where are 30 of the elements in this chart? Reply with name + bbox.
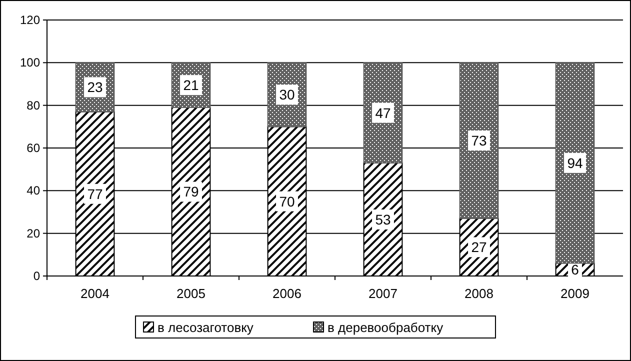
- y-tick-label: 80: [26, 98, 40, 112]
- y-tick-label: 0: [33, 269, 40, 283]
- data-label: 21: [183, 77, 199, 94]
- data-label: 79: [183, 184, 199, 200]
- data-label: 30: [279, 86, 295, 103]
- y-tick-label: 40: [26, 184, 40, 198]
- bar: [363, 62, 403, 164]
- y-tick-label: 60: [26, 141, 40, 155]
- x-tick-label: 2007: [368, 286, 398, 301]
- x-tick-label: 2006: [272, 286, 302, 301]
- data-label: 94: [567, 154, 583, 171]
- x-tick-label: 2009: [560, 286, 590, 301]
- data-label: 23: [87, 79, 103, 96]
- x-tick-label: 2005: [176, 286, 206, 301]
- data-label: 53: [375, 211, 391, 228]
- x-tick-label: 2008: [464, 286, 494, 301]
- y-tick-label: 120: [20, 13, 40, 27]
- bar: [555, 62, 595, 264]
- data-label: 6: [571, 262, 580, 278]
- legend-label: в деревообработку: [328, 320, 444, 335]
- data-label: 73: [471, 132, 487, 149]
- data-label: 77: [87, 186, 103, 202]
- data-label: 27: [471, 239, 487, 256]
- data-label: 70: [279, 193, 295, 210]
- legend-label: в лесозаготовку: [158, 320, 254, 335]
- x-tick-label: 2004: [80, 286, 110, 301]
- bar: [459, 62, 499, 219]
- y-tick-label: 20: [26, 226, 40, 240]
- data-label: 47: [375, 104, 391, 121]
- y-tick-label: 100: [20, 56, 40, 70]
